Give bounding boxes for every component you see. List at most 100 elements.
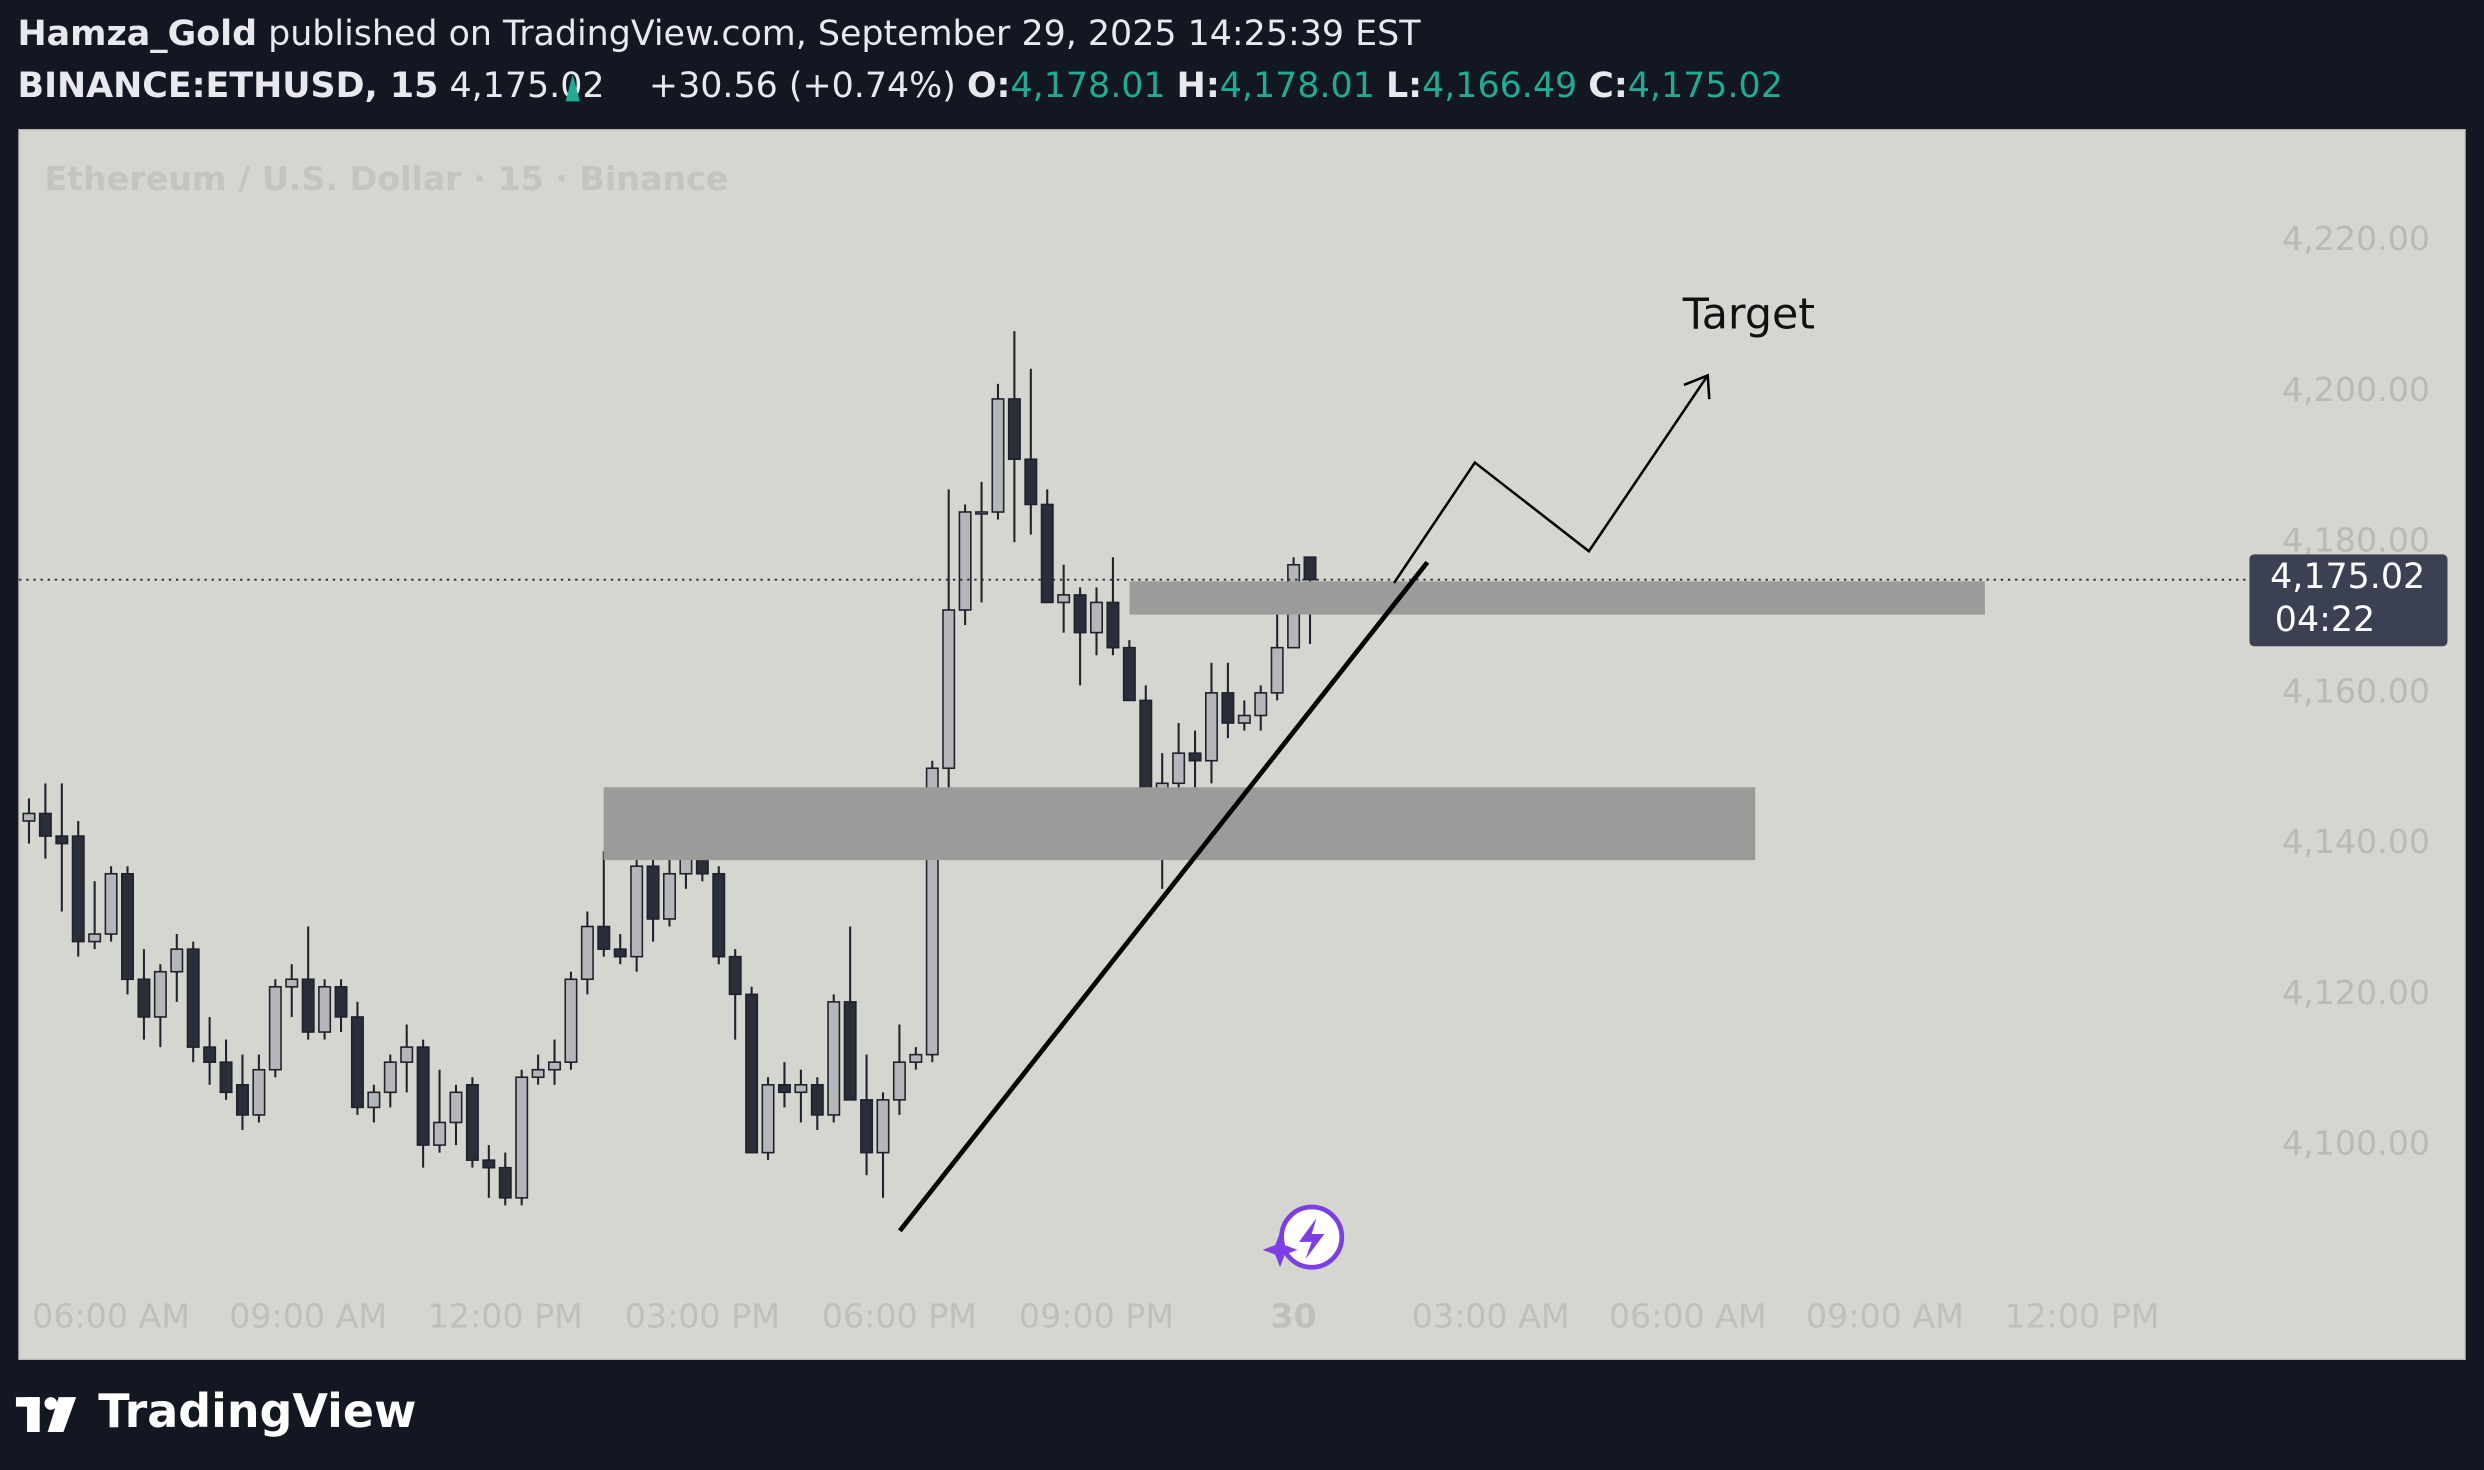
candle-body <box>203 1046 217 1063</box>
candle-body <box>695 857 709 875</box>
h-value: 4,178.01 <box>1220 66 1375 106</box>
last-price-label: 4,175.02 <box>2270 557 2425 597</box>
candle-body <box>416 1046 430 1146</box>
candle-body <box>88 933 102 943</box>
candle-body <box>843 1001 857 1101</box>
y-tick-label: 4,160.00 <box>2282 671 2430 710</box>
symbol: BINANCE:ETHUSD, 15 <box>18 66 439 106</box>
h-label: H: <box>1177 66 1220 106</box>
l-label: L: <box>1386 66 1422 106</box>
candle-body <box>186 948 200 1048</box>
candle-body <box>235 1083 249 1116</box>
candle-body <box>958 511 972 611</box>
arrow-head <box>1683 373 1711 400</box>
countdown: 04:22 <box>2275 600 2375 640</box>
candle-body <box>433 1121 447 1146</box>
candle-body <box>991 398 1005 513</box>
last: 4,175.02 <box>449 66 604 106</box>
candle-body <box>170 948 184 973</box>
candle-body <box>268 986 282 1071</box>
y-tick-label: 4,140.00 <box>2282 822 2430 861</box>
candle-body <box>301 978 315 1033</box>
candle-body <box>597 925 611 950</box>
candle-body <box>662 872 676 920</box>
candle-body <box>1303 556 1317 581</box>
o-label: O: <box>967 66 1011 106</box>
candle-body <box>318 986 332 1033</box>
logo-icon <box>15 1397 77 1432</box>
up-arrow-icon <box>565 74 580 102</box>
candle-body <box>646 865 660 920</box>
projection-path <box>1393 374 1709 584</box>
x-tick-label: 12:00 PM <box>428 1296 583 1335</box>
x-tick-label: 06:00 PM <box>822 1296 977 1335</box>
zone <box>603 787 1756 861</box>
candle-body <box>909 1053 923 1063</box>
candle-body <box>827 1001 841 1116</box>
candle-body <box>55 835 69 845</box>
zone <box>1129 581 1985 615</box>
x-tick-label: 30 <box>1270 1296 1316 1335</box>
candle-body <box>1024 458 1038 506</box>
x-tick-label: 06:00 AM <box>1609 1296 1767 1335</box>
y-tick-label: 4,100.00 <box>2282 1124 2430 1163</box>
candle-body <box>892 1061 906 1101</box>
candle-body <box>679 857 693 875</box>
last-price-bg <box>2249 554 2448 647</box>
candle-body <box>1057 594 1071 604</box>
candle-body <box>1270 646 1284 694</box>
candle-body <box>1090 601 1104 634</box>
candle-body <box>1040 503 1054 604</box>
candle-body <box>449 1091 463 1124</box>
candle-body <box>1106 601 1120 649</box>
candle-body <box>38 812 52 837</box>
candle-body <box>712 872 726 958</box>
candle-body <box>1237 714 1251 724</box>
candle-body <box>531 1068 545 1079</box>
candle-body <box>860 1099 874 1154</box>
x-tick-label: 09:00 AM <box>1806 1296 1964 1335</box>
candle-body <box>1073 594 1087 634</box>
brand: TradingView <box>98 1384 416 1438</box>
candle-body <box>137 978 151 1018</box>
candle-body <box>630 865 644 958</box>
candle-body <box>22 812 36 822</box>
candle-body <box>975 511 989 515</box>
candle-body <box>1007 398 1021 461</box>
candle-body <box>794 1083 808 1094</box>
candle-body <box>1139 699 1153 792</box>
candle-body <box>465 1083 479 1161</box>
candle-body <box>367 1091 381 1109</box>
candle-body <box>761 1083 775 1154</box>
y-tick-label: 4,180.00 <box>2282 521 2430 560</box>
candle-body <box>400 1046 414 1063</box>
ai-icon <box>1262 1204 1345 1270</box>
candle-body <box>580 925 594 981</box>
candle-body <box>515 1076 529 1199</box>
x-tick-label: 12:00 PM <box>2004 1296 2159 1335</box>
annotation: Target <box>1682 289 1815 339</box>
candle-body <box>482 1159 496 1169</box>
watermark-title: Ethereum / U.S. Dollar · 15 · Binance <box>44 159 728 198</box>
x-tick-label: 09:00 AM <box>229 1296 387 1335</box>
plot: 4,100.00 4,120.00 4,140.00 4,160.00 4,180.00… <box>19 219 2430 1335</box>
trend-line <box>897 560 1430 1233</box>
candle-body <box>1204 692 1218 762</box>
candle-body <box>1172 752 1186 785</box>
x-tick-label: 03:00 AM <box>1412 1296 1570 1335</box>
candle-body <box>1188 752 1202 762</box>
candle-body <box>71 835 85 943</box>
chart-pane <box>18 129 2466 1360</box>
candle-body <box>942 609 956 770</box>
candle-body <box>104 872 118 935</box>
candle-body <box>1254 692 1268 717</box>
x-tick-label: 06:00 AM <box>32 1296 190 1335</box>
x-tick-label: 03:00 PM <box>625 1296 780 1335</box>
candle-body <box>564 978 578 1063</box>
candle-body <box>285 978 299 988</box>
o-value: 4,178.01 <box>1011 66 1166 106</box>
candle-body <box>925 767 939 1056</box>
candle-body <box>383 1061 397 1094</box>
